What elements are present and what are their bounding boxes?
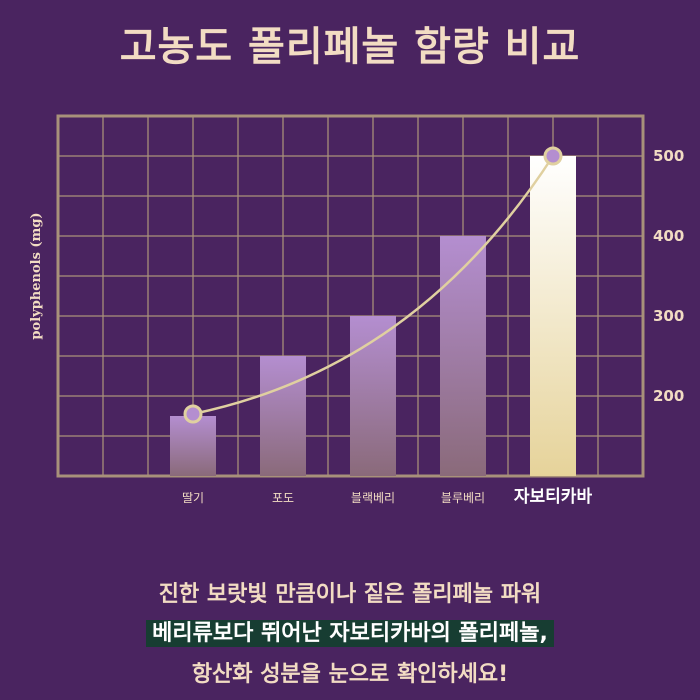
x-category-label: 블루베리	[441, 491, 485, 505]
x-category-label: 자보티카바	[514, 487, 593, 507]
caption-text-1: 진한 보랏빛 만큼이나 짙은 폴리페놀 파워	[158, 582, 542, 607]
page-title: 고농도 폴리페놀 함량 비교	[119, 24, 581, 70]
y-tick-label: 300	[653, 307, 684, 325]
trend-marker-end	[543, 146, 563, 166]
x-category-label: 포도	[272, 491, 294, 505]
bar-5	[530, 156, 576, 476]
bar-3	[350, 316, 396, 476]
trend-line	[192, 155, 555, 416]
bar-4	[440, 236, 486, 476]
trend-marker-start	[183, 404, 203, 424]
y-axis-label: polyphenols (mg)	[29, 212, 44, 339]
y-tick-label: 200	[653, 387, 684, 405]
bar-1	[170, 416, 216, 476]
bar-2	[260, 356, 306, 476]
x-category-label: 블랙베리	[351, 491, 395, 505]
caption-line-2: 베리류보다 뛰어난 자보티카바의 폴리페놀,	[0, 615, 700, 647]
caption-line-3: 항산화 성분을 눈으로 확인하세요!	[0, 656, 700, 688]
y-tick-label: 400	[653, 227, 684, 245]
caption-text-3: 항산화 성분을 눈으로 확인하세요!	[191, 662, 509, 687]
polyphenol-bar-chart: 200 300 400 500 polyphenols (mg) 딸기 포도 블랙베리 블루베리…	[29, 114, 684, 507]
caption-line-1: 진한 보랏빛 만큼이나 짙은 폴리페놀 파워	[0, 576, 700, 608]
y-tick-label: 500	[653, 147, 684, 165]
x-category-label: 딸기	[182, 491, 204, 505]
caption-highlight: 베리류보다 뛰어난 자보티카바의 폴리페놀,	[146, 620, 554, 647]
